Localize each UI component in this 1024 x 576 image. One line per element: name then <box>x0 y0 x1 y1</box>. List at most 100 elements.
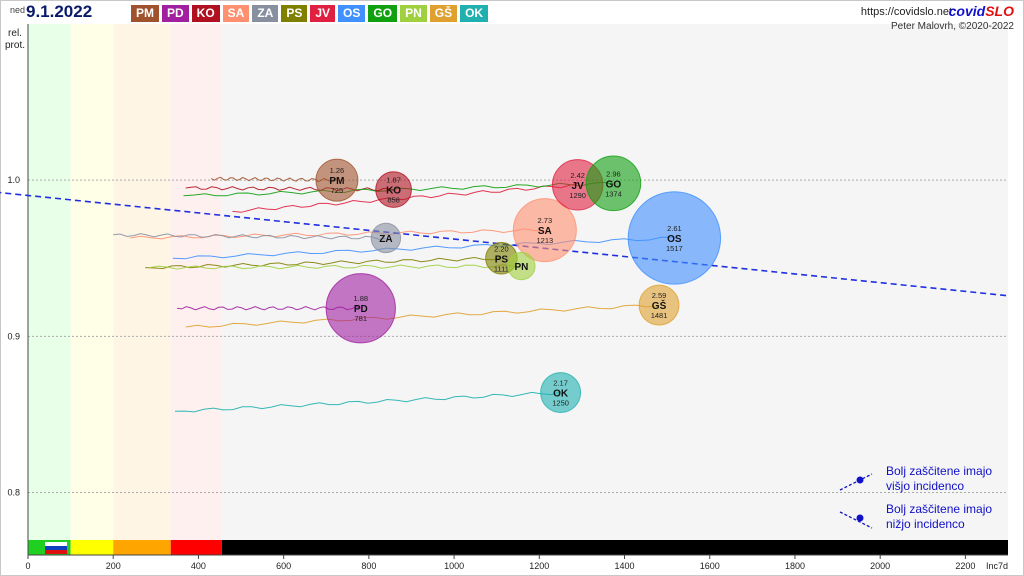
region-tag-1[interactable]: PD <box>162 5 189 22</box>
bubble-0 <box>315 158 359 202</box>
trail-4 <box>113 233 386 240</box>
bubble-bottom-5: 1111 <box>494 264 509 273</box>
trail-2 <box>185 186 394 192</box>
legend-dot-0 <box>856 476 864 484</box>
region-tag-2[interactable]: KO <box>191 5 220 22</box>
bubble-top-0: 1.26 <box>330 166 345 175</box>
bubble-1 <box>325 273 396 344</box>
bubble-name-0: PM <box>329 176 344 187</box>
site-url[interactable]: https://covidslo.net <box>860 6 952 18</box>
region-tag-3[interactable]: SA <box>222 5 250 22</box>
bubble-name-1: PD <box>354 304 368 315</box>
region-tag-11[interactable]: OK <box>460 5 489 22</box>
y-axis-label: rel. prot. <box>4 28 25 51</box>
header: ned 9.1.2022 PM PD KO SA ZA PS JV OS GO PN GŠ OK ht… <box>0 0 1024 32</box>
bubble-name-2: KO <box>386 186 401 197</box>
band-bar-2 <box>113 540 171 555</box>
bubble-bottom-0: 725 <box>331 186 344 195</box>
brand-logo: covidSLO <box>949 3 1014 19</box>
band-3 <box>170 24 222 540</box>
flag-red <box>45 550 68 554</box>
x-tick-label-3: 600 <box>276 561 291 571</box>
x-tick-label-0: 0 <box>25 561 30 571</box>
bubble-top-2: 1.87 <box>386 176 401 185</box>
trail-10 <box>185 304 660 328</box>
band-bar-3 <box>170 540 222 555</box>
bubble-4 <box>370 222 402 254</box>
legend-text2-1: nižjo incidenco <box>886 517 965 531</box>
bubble-bottom-11: 1250 <box>552 399 569 408</box>
bubble-bottom-8: 1374 <box>605 189 622 198</box>
flag-blue <box>45 546 68 550</box>
brand-slo: SLO <box>985 3 1014 19</box>
bubble-bottom-1: 781 <box>355 314 368 323</box>
bubble-name-5: PS <box>495 254 509 265</box>
region-tags: PM PD KO SA ZA PS JV OS GO PN GŠ OK <box>131 5 489 22</box>
band-bar-4 <box>221 540 1008 555</box>
bubble-bottom-6: 1290 <box>569 191 586 200</box>
region-tag-9[interactable]: PN <box>400 5 427 22</box>
bubble-bottom-3: 1213 <box>536 236 553 245</box>
bubble-10 <box>638 284 680 326</box>
bubble-top-10: 2.59 <box>652 291 667 300</box>
y-tick-label-1: 0.9 <box>7 331 20 341</box>
legend-text1-1: Bolj zaščitene imajo <box>886 502 992 516</box>
x-axis-label: Inc7d <box>986 561 1008 571</box>
bubble-name-4: ZA <box>379 234 392 245</box>
credits: Peter Malovrh, ©2020-2022 <box>891 21 1014 32</box>
trail-9 <box>149 264 522 270</box>
x-tick-label-4: 800 <box>361 561 376 571</box>
bubble-2 <box>375 171 412 208</box>
bubble-name-9: PN <box>514 262 528 273</box>
legend-dot-1 <box>856 514 864 522</box>
bubble-name-3: SA <box>538 226 552 237</box>
region-tag-0[interactable]: PM <box>131 5 159 22</box>
y-tick-label-0: 0.8 <box>7 488 20 498</box>
x-tick-label-10: 2000 <box>870 561 890 571</box>
y-tick-label-2: 1.0 <box>7 175 20 185</box>
date-label: 9.1.2022 <box>26 2 93 21</box>
bubble-top-5: 2.20 <box>494 244 509 253</box>
region-tag-8[interactable]: GO <box>368 5 398 22</box>
bubble-11 <box>540 372 582 414</box>
trail-7 <box>172 236 675 260</box>
x-tick-label-1: 200 <box>106 561 121 571</box>
bubble-name-10: GŠ <box>652 299 667 312</box>
bubble-name-6: JV <box>572 181 585 192</box>
bubble-7 <box>627 191 722 285</box>
x-tick-label-5: 1000 <box>444 561 464 571</box>
x-tick-label-8: 1600 <box>700 561 720 571</box>
region-tag-7[interactable]: OS <box>338 5 366 22</box>
legend-text1-0: Bolj zaščitene imajo <box>886 464 992 478</box>
bubble-9 <box>507 251 536 281</box>
bubble-top-8: 2.96 <box>606 169 621 178</box>
band-1 <box>70 24 114 540</box>
band-0 <box>28 24 71 540</box>
flag-white <box>45 542 68 546</box>
x-tick-label-7: 1400 <box>615 561 635 571</box>
bubble-bottom-2: 858 <box>387 196 400 205</box>
bubble-top-6: 2.42 <box>570 171 585 180</box>
region-tag-4[interactable]: ZA <box>252 5 279 22</box>
region-tag-10[interactable]: GŠ <box>429 5 458 22</box>
trail-3 <box>130 228 545 240</box>
bubble-3 <box>512 198 577 263</box>
x-tick-label-2: 400 <box>191 561 206 571</box>
x-tick-label-9: 1800 <box>785 561 805 571</box>
bubble-top-3: 2.73 <box>538 216 553 225</box>
legend-text2-0: višjo incidenco <box>886 479 964 493</box>
trail-11 <box>174 391 561 413</box>
region-tag-6[interactable]: JV <box>310 5 336 22</box>
legend-line-0 <box>839 473 873 491</box>
bubble-top-11: 2.17 <box>553 379 568 388</box>
x-tick-label-6: 1200 <box>529 561 549 571</box>
bubble-bottom-7: 1517 <box>666 244 683 253</box>
weekday-label: ned <box>10 5 26 15</box>
trail-5 <box>145 256 502 270</box>
bubble-8 <box>585 155 642 212</box>
region-tag-5[interactable]: PS <box>281 5 308 22</box>
bubble-name-11: OK <box>553 389 569 400</box>
x-tick-label-11: 2200 <box>955 561 975 571</box>
bubble-top-1: 1.88 <box>353 294 368 303</box>
